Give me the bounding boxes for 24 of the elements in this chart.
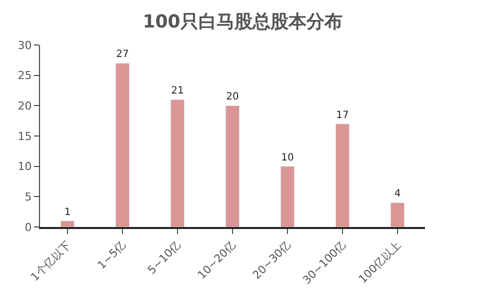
y-tick-label: 0 [24,220,32,234]
data-label: 17 [336,110,349,121]
bar [60,220,75,227]
chart-title: 100只白马股总股本分布 [142,12,342,33]
y-tick-label: 20 [18,100,32,113]
bar [335,124,350,227]
y-tick-label: 25 [18,69,32,82]
bar [170,99,185,227]
y-tick-label: 30 [18,38,32,52]
data-label: 27 [116,49,129,60]
data-label: 10 [281,152,294,164]
bar [390,202,405,227]
data-label: 1 [64,206,71,218]
bar [115,62,130,227]
bar [225,105,240,227]
y-tick-label: 15 [18,130,32,143]
x-tick-label: 100亿以上 [356,238,404,286]
data-label: 21 [171,86,184,97]
data-label: 4 [394,188,401,200]
data-label: 20 [226,92,239,103]
y-tick-label: 10 [18,160,32,174]
y-tick-label: 5 [24,190,32,204]
bar [280,166,295,227]
x-tick-label: 1个亿以下 [28,238,74,284]
